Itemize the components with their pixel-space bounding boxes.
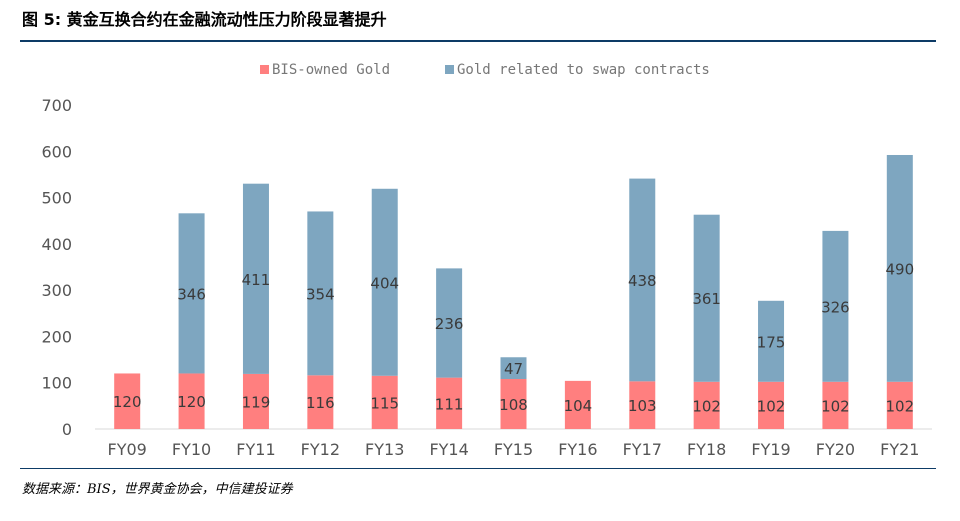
legend-swatch-0 (260, 65, 269, 74)
data-label: 102 (885, 397, 914, 415)
y-tick-label: 400 (41, 235, 72, 254)
data-label: 361 (692, 290, 721, 308)
bar-swap (178, 213, 205, 374)
x-axis: FY09 FY10 FY11 FY12 FY13 FY14 FY15 FY16 FY17 FY18… (95, 428, 932, 459)
x-tick-label: FY13 (365, 440, 404, 459)
x-tick-label: FY14 (429, 440, 468, 459)
data-label: 102 (692, 397, 721, 415)
bar-swap (242, 183, 269, 374)
data-label: 120 (113, 393, 142, 411)
y-tick-label: 100 (41, 374, 72, 393)
data-label: 111 (435, 395, 464, 413)
data-label: 346 (177, 285, 206, 303)
y-tick-label: 500 (41, 189, 72, 208)
data-label: 115 (370, 394, 399, 412)
data-label: 404 (370, 274, 399, 292)
x-tick-label: FY10 (172, 440, 211, 459)
x-tick-label: FY18 (687, 440, 726, 459)
x-tick-label: FY17 (623, 440, 662, 459)
x-tick-label: FY21 (880, 440, 919, 459)
bar-bis-owned (629, 381, 656, 429)
bar-swap (371, 188, 398, 376)
bar-bis-owned (500, 379, 527, 429)
x-tick-label: FY09 (108, 440, 147, 459)
bar-swap (822, 230, 849, 382)
data-label: 108 (499, 396, 528, 414)
data-label: 102 (757, 397, 786, 415)
chart-container: BIS-owned Gold Gold related to swap contr… (20, 44, 936, 466)
bar-bis-owned (242, 373, 269, 429)
data-label: 411 (242, 271, 271, 289)
source-note: 数据来源：BIS，世界黄金协会，中信建投证券 (22, 482, 293, 497)
stacked-bar-chart: BIS-owned Gold Gold related to swap contr… (41, 62, 932, 459)
x-tick-label: FY19 (751, 440, 790, 459)
figure-title: 图 5: 黄金互换合约在金融流动性压力阶段显著提升 (22, 10, 387, 29)
bar-bis-owned (758, 381, 785, 429)
legend: BIS-owned Gold Gold related to swap contr… (260, 62, 710, 78)
data-label: 326 (821, 298, 850, 316)
bar-bis-owned (436, 377, 463, 429)
title-rule (20, 40, 936, 42)
data-label: 119 (242, 393, 271, 411)
y-tick-label: 700 (41, 96, 72, 115)
y-axis: 0 100 200 300 400 500 600 700 (41, 96, 72, 439)
x-tick-label: FY15 (494, 440, 533, 459)
bar-bis-owned (886, 381, 913, 429)
x-tick-label: FY16 (558, 440, 597, 459)
bar-bis-owned (307, 375, 334, 429)
bar-bis-owned (693, 381, 720, 429)
data-label: 103 (628, 397, 657, 415)
x-tick-label: FY11 (236, 440, 275, 459)
bar-swap (886, 154, 913, 382)
bar-swap (693, 214, 720, 382)
bar-bis-owned (178, 373, 205, 429)
data-label: 438 (628, 272, 657, 290)
source-rule (20, 468, 936, 469)
data-label: 104 (564, 397, 593, 415)
legend-swatch-1 (445, 65, 454, 74)
data-label: 175 (757, 333, 786, 351)
y-tick-label: 0 (62, 420, 72, 439)
bar-bis-owned (114, 373, 141, 429)
y-tick-label: 300 (41, 281, 72, 300)
x-tick-label: FY20 (816, 440, 855, 459)
bar-swap (758, 300, 785, 382)
y-tick-label: 200 (41, 327, 72, 346)
x-tick-label: FY12 (301, 440, 340, 459)
y-tick-label: 600 (41, 142, 72, 161)
bars: 120 120 346 119 411 116 354 115 404 111 236 108 47 10… (113, 154, 914, 429)
data-label: 120 (177, 393, 206, 411)
legend-label-0: BIS-owned Gold (272, 62, 390, 78)
data-label: 354 (306, 285, 335, 303)
legend-label-1: Gold related to swap contracts (457, 62, 710, 78)
bar-swap (307, 211, 334, 376)
bar-bis-owned (371, 375, 398, 429)
data-label: 116 (306, 394, 335, 412)
bar-bis-owned (822, 381, 849, 429)
bar-swap (629, 178, 656, 382)
bar-bis-owned (564, 380, 591, 429)
data-label: 47 (504, 360, 523, 378)
data-label: 102 (821, 397, 850, 415)
data-label: 490 (885, 260, 914, 278)
bar-swap (500, 357, 527, 380)
data-label: 236 (435, 315, 464, 333)
bar-swap (436, 268, 463, 378)
